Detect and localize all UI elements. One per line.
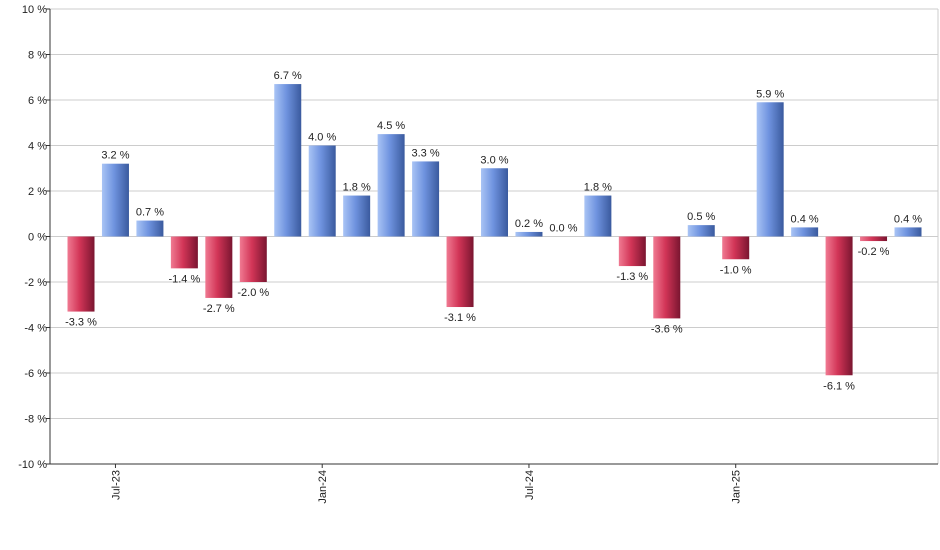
bar-data-label: 3.0 % [480, 154, 508, 166]
y-tick-label: -8 % [24, 414, 47, 426]
bar-data-label: -6.1 % [823, 380, 855, 392]
bar-data-label: 0.0 % [549, 223, 577, 235]
bar-data-label: -3.3 % [65, 317, 97, 329]
bar-positive [894, 227, 922, 237]
bar-positive [756, 102, 784, 237]
y-tick-label: 10 % [22, 4, 47, 16]
bar-data-label: -1.4 % [168, 273, 200, 285]
bar-negative [653, 236, 681, 319]
bar-data-label: 0.4 % [791, 213, 819, 225]
bar-negative [618, 236, 646, 267]
x-tick-label: Jan-25 [731, 470, 743, 504]
bar-data-label: 0.7 % [136, 207, 164, 219]
bar-positive [481, 168, 508, 237]
bar-positive [274, 84, 302, 237]
data-labels: -3.3 % 3.2 % 0.7 % -1.4 % -2.7 %-2.0 % 6.7 % 4… [65, 70, 922, 392]
bar-negative [67, 236, 95, 312]
bar-data-label: -3.1 % [444, 312, 476, 324]
bar-data-label: 1.8 % [584, 182, 612, 194]
bar-data-label: 0.5 % [687, 211, 715, 223]
y-tick-label: -2 % [24, 277, 47, 289]
bar-positive [584, 195, 612, 237]
bar-data-label: -0.2 % [858, 246, 890, 258]
bar-positive [136, 220, 164, 237]
bar-positive [343, 195, 371, 237]
bar-positive [101, 163, 129, 237]
bar-positive [308, 145, 336, 237]
axes: 10 % 8 % 6 % 4 % 2 % 0 % -2 % -4 % -6 % -8 % -10 %… [18, 4, 938, 504]
bar-negative [205, 236, 233, 298]
bar-data-label: -1.0 % [720, 264, 752, 276]
bar-data-label: 3.2 % [101, 150, 129, 162]
y-tick-label: 8 % [28, 50, 47, 62]
bar-data-label: 5.9 % [756, 88, 784, 100]
bar-positive [687, 225, 715, 237]
bar-negative [170, 236, 198, 269]
bar-data-label: 0.4 % [894, 213, 922, 225]
bar-positive [412, 161, 440, 237]
bar-data-label: 3.3 % [412, 147, 440, 159]
bar-data-label: -2.0 % [237, 287, 269, 299]
y-tick-label: -6 % [24, 368, 47, 380]
bar-positive [515, 231, 543, 237]
bar-positive [791, 227, 819, 237]
bar-negative [446, 236, 474, 308]
y-tick-label: 0 % [28, 232, 47, 244]
y-tick-label: 2 % [28, 186, 47, 198]
x-tick-label: Jul-23 [110, 470, 122, 500]
bars [67, 84, 922, 376]
bar-data-label: 1.8 % [343, 182, 371, 194]
x-tick-label: Jan-24 [317, 470, 329, 504]
y-tick-label: 6 % [28, 95, 47, 107]
bar-positive [377, 134, 405, 237]
bar-data-label: 0.2 % [515, 218, 543, 230]
bar-data-label: -1.3 % [616, 271, 648, 283]
y-tick-label: -4 % [24, 323, 47, 335]
y-tick-label: 4 % [28, 141, 47, 153]
bar-data-label: 4.5 % [377, 120, 405, 132]
bar-negative [860, 236, 888, 242]
bar-data-label: 4.0 % [308, 132, 336, 144]
bar-data-label: -3.6 % [651, 323, 683, 335]
bar-negative [239, 236, 267, 282]
y-tick-label: -10 % [18, 459, 47, 471]
x-tick-label: Jul-24 [524, 470, 536, 500]
bar-negative [825, 236, 853, 376]
bar-data-label: 6.7 % [274, 70, 302, 82]
bar-data-label: -2.7 % [203, 303, 235, 315]
bar-negative [722, 236, 750, 260]
